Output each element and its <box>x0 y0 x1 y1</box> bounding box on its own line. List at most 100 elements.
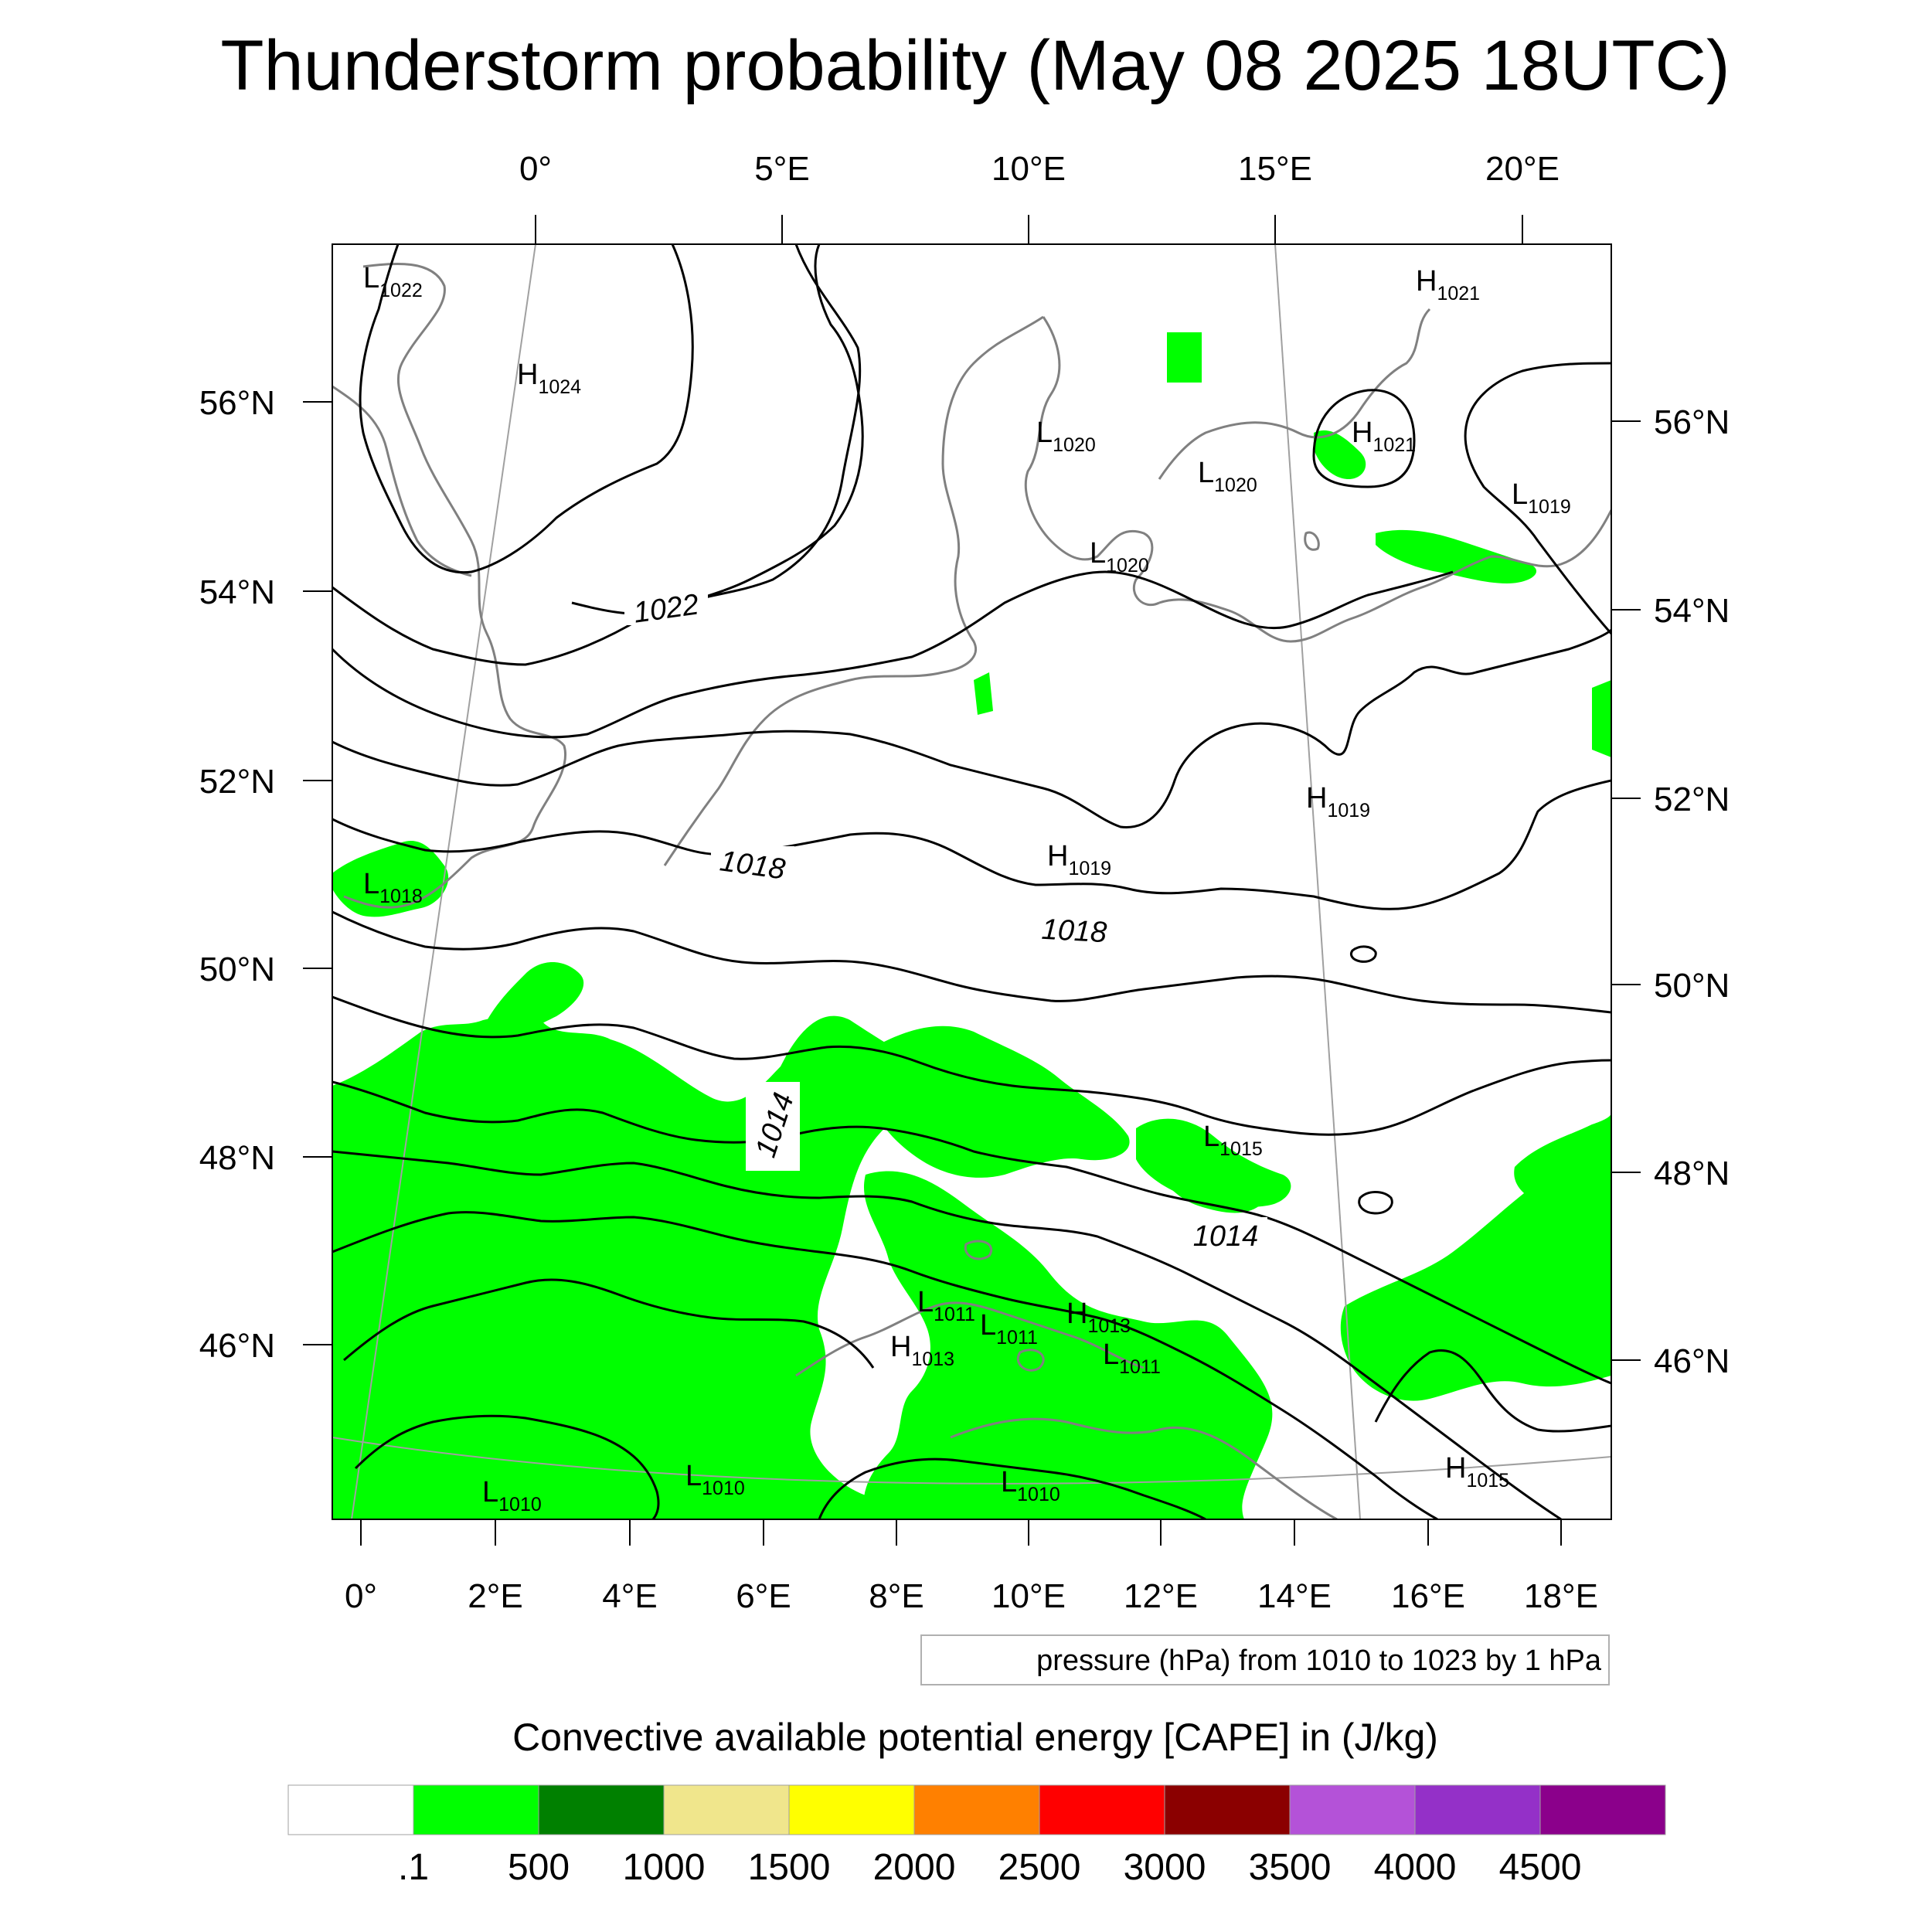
top-lon-ticks: 0° 5°E 10°E 15°E 20°E <box>519 150 1560 188</box>
contour-label-1014-b: 1014 <box>1193 1220 1259 1253</box>
isobar-1015 <box>332 1150 1562 1519</box>
colorbar-label: 3000 <box>1124 1847 1206 1888</box>
low-pressure-center: L1010 <box>685 1460 745 1499</box>
legend-title: Convective available potential energy [C… <box>512 1716 1438 1759</box>
low-pressure-center: L1015 <box>1203 1121 1263 1160</box>
high-pressure-center: H1015 <box>1445 1452 1509 1492</box>
isobar-1020 <box>332 628 1611 828</box>
isobar-small-ring-east <box>1358 1191 1393 1215</box>
cape-region-baltic <box>1376 529 1537 583</box>
bottom-tick-label: 0° <box>345 1577 377 1615</box>
cape-region-eastern-alps <box>1151 1141 1262 1213</box>
colorbar-label: 2500 <box>998 1847 1081 1888</box>
colorbar-swatch <box>1039 1784 1165 1835</box>
low-pressure-center: L1022 <box>363 262 423 301</box>
low-pressure-center: L1020 <box>1198 457 1257 496</box>
high-pressure-center: H1013 <box>890 1331 954 1370</box>
colorbar-label: 2000 <box>873 1847 956 1888</box>
bottom-tick-label: 6°E <box>736 1577 791 1615</box>
colorbar-swatch <box>1539 1784 1666 1835</box>
tick-marks <box>303 215 1641 1546</box>
parallel-45n <box>332 1437 1611 1485</box>
right-tick-label: 54°N <box>1654 592 1730 630</box>
coast-britain-east <box>343 262 567 909</box>
low-pressure-center: L1018 <box>363 868 423 907</box>
low-pressure-center: L1011 <box>980 1309 1038 1349</box>
isobar-1022 <box>332 244 864 666</box>
isobar-1021 <box>332 570 1454 739</box>
colorbar-label: 1000 <box>623 1847 706 1888</box>
colorbar-label: 500 <box>508 1847 570 1888</box>
bottom-tick-label: 8°E <box>869 1577 923 1615</box>
right-tick-label: 48°N <box>1654 1155 1730 1192</box>
top-tick-label: 10°E <box>992 150 1066 188</box>
right-tick-label: 50°N <box>1654 967 1730 1005</box>
bottom-tick-label: 18°E <box>1524 1577 1598 1615</box>
colorbar-label: 1500 <box>748 1847 831 1888</box>
bottom-tick-label: 12°E <box>1124 1577 1198 1615</box>
isobar-1019 <box>332 779 1611 910</box>
isobars <box>332 244 1611 1519</box>
cape-region-germany-north <box>974 672 993 715</box>
colorbar-label: .1 <box>398 1847 429 1888</box>
isobar-1024-high <box>359 244 694 574</box>
bottom-tick-label: 10°E <box>992 1577 1066 1615</box>
isobar-small-ring-center <box>1349 945 1377 963</box>
isobar-1012 <box>354 1414 660 1519</box>
pressure-info-text: pressure (hPa) from 1010 to 1023 by 1 hP… <box>1036 1645 1602 1677</box>
high-pressure-center: H1019 <box>1047 840 1111 879</box>
low-pressure-center: L1010 <box>1001 1466 1060 1505</box>
coast-gotland <box>1304 531 1320 551</box>
colorbar-label: 4000 <box>1374 1847 1457 1888</box>
colorbar-swatch <box>1289 1784 1416 1835</box>
low-pressure-center: L1011 <box>1103 1338 1161 1378</box>
bottom-tick-label: 4°E <box>602 1577 657 1615</box>
coast-denmark <box>1024 316 1160 607</box>
low-pressure-center: L1011 <box>917 1286 975 1325</box>
low-pressure-center: L1019 <box>1512 478 1571 518</box>
border-alps <box>795 1301 1145 1377</box>
graticule <box>332 244 1611 1519</box>
isobar-1013-west <box>343 1278 875 1369</box>
colorbar-label: 3500 <box>1249 1847 1332 1888</box>
bottom-tick-label: 2°E <box>468 1577 522 1615</box>
meridian-15e <box>1274 244 1361 1519</box>
high-pressure-center: H1019 <box>1306 782 1370 821</box>
colorbar-swatch <box>413 1784 539 1835</box>
top-tick-label: 5°E <box>754 150 809 188</box>
contour-labels: 1022 1018 1018 1014 1014 <box>624 588 1267 1253</box>
isobar-1011-south <box>818 1458 1206 1519</box>
bottom-tick-label: 14°E <box>1257 1577 1332 1615</box>
cape-region-north-west <box>332 841 449 917</box>
high-pressure-center: H1024 <box>517 359 581 398</box>
top-tick-label: 0° <box>519 150 552 188</box>
left-tick-label: 52°N <box>199 763 275 801</box>
cape-colorbar <box>287 1784 1666 1835</box>
map-title: Thunderstorm probability (May 08 2025 18… <box>220 26 1730 105</box>
colorbar-swatch <box>287 1784 414 1835</box>
isobar-high-1021-ring <box>1312 389 1416 488</box>
high-pressure-center: H1013 <box>1066 1298 1131 1337</box>
coast-adriatic <box>950 1417 1338 1519</box>
colorbar-swatch <box>913 1784 1040 1835</box>
coastlines <box>332 262 1611 1519</box>
cape-region-belgium <box>483 962 584 1039</box>
coast-germany-baltic <box>1158 509 1611 643</box>
colorbar-swatch <box>538 1784 665 1835</box>
high-pressure-center: H1021 <box>1352 417 1416 456</box>
low-pressure-center: L1010 <box>482 1476 542 1515</box>
coast-britain-inner <box>332 385 472 577</box>
right-tick-label: 56°N <box>1654 403 1730 441</box>
top-tick-label: 20°E <box>1485 150 1560 188</box>
isobar-1016 <box>332 1080 1611 1385</box>
right-tick-label: 52°N <box>1654 781 1730 818</box>
coast-france-benelux <box>663 315 1044 866</box>
meridian-0 <box>351 244 536 1519</box>
colorbar-label: 4500 <box>1499 1847 1582 1888</box>
coast-lakes-alps <box>964 1240 1045 1372</box>
cape-region-denmark-east <box>1167 332 1202 383</box>
isobar-1014 <box>332 1211 1438 1519</box>
cape-region-sweden-south <box>1314 430 1366 479</box>
cape-region-slovakia <box>1514 1113 1611 1212</box>
pressure-info-box: pressure (hPa) from 1010 to 1023 by 1 hP… <box>920 1634 1610 1685</box>
